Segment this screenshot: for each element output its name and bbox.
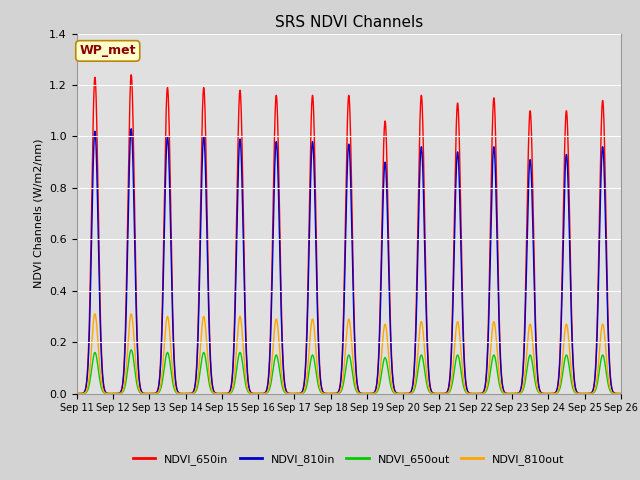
Line: NDVI_810out: NDVI_810out [77, 314, 621, 394]
Y-axis label: NDVI Channels (W/m2/nm): NDVI Channels (W/m2/nm) [34, 139, 44, 288]
NDVI_810in [127, 126, 135, 132]
NDVI_810out [588, 390, 596, 396]
NDVI_810in [138, 390, 146, 396]
NDVI_810out [413, 357, 421, 363]
NDVI_810in [588, 389, 596, 395]
NDVI_810out [282, 389, 289, 395]
NDVI_650out [564, 357, 572, 363]
Legend: NDVI_650in, NDVI_810in, NDVI_650out, NDVI_810out: NDVI_650in, NDVI_810in, NDVI_650out, NDV… [129, 450, 569, 469]
NDVI_650out [617, 391, 625, 396]
NDVI_810in [617, 391, 625, 396]
NDVI_650in [567, 268, 575, 274]
NDVI_650out [588, 391, 596, 396]
NDVI_810out [567, 360, 575, 366]
NDVI_650out [138, 391, 146, 396]
NDVI_810in [567, 287, 575, 293]
NDVI_810out [564, 330, 572, 336]
NDVI_810in [282, 385, 289, 391]
NDVI_650out [73, 391, 81, 396]
Line: NDVI_650in: NDVI_650in [77, 75, 621, 394]
NDVI_810out [138, 390, 146, 396]
NDVI_650out [413, 373, 421, 379]
NDVI_650in [138, 389, 146, 395]
NDVI_650in [73, 391, 81, 396]
NDVI_650in [564, 143, 572, 149]
NDVI_650in [588, 389, 596, 395]
Title: SRS NDVI Channels: SRS NDVI Channels [275, 15, 423, 30]
Line: NDVI_810in: NDVI_810in [77, 129, 621, 394]
NDVI_810out [73, 391, 81, 396]
NDVI_650out [127, 347, 135, 353]
NDVI_810out [617, 391, 625, 396]
NDVI_650in [413, 252, 421, 258]
NDVI_650in [617, 391, 625, 396]
NDVI_650in [282, 384, 289, 390]
Line: NDVI_650out: NDVI_650out [77, 350, 621, 394]
NDVI_810in [564, 181, 572, 187]
NDVI_650in [127, 72, 135, 78]
NDVI_650out [567, 374, 575, 380]
NDVI_810in [73, 391, 81, 396]
Text: WP_met: WP_met [79, 44, 136, 58]
NDVI_810out [91, 311, 99, 317]
NDVI_810in [413, 276, 421, 281]
NDVI_650out [282, 390, 289, 396]
